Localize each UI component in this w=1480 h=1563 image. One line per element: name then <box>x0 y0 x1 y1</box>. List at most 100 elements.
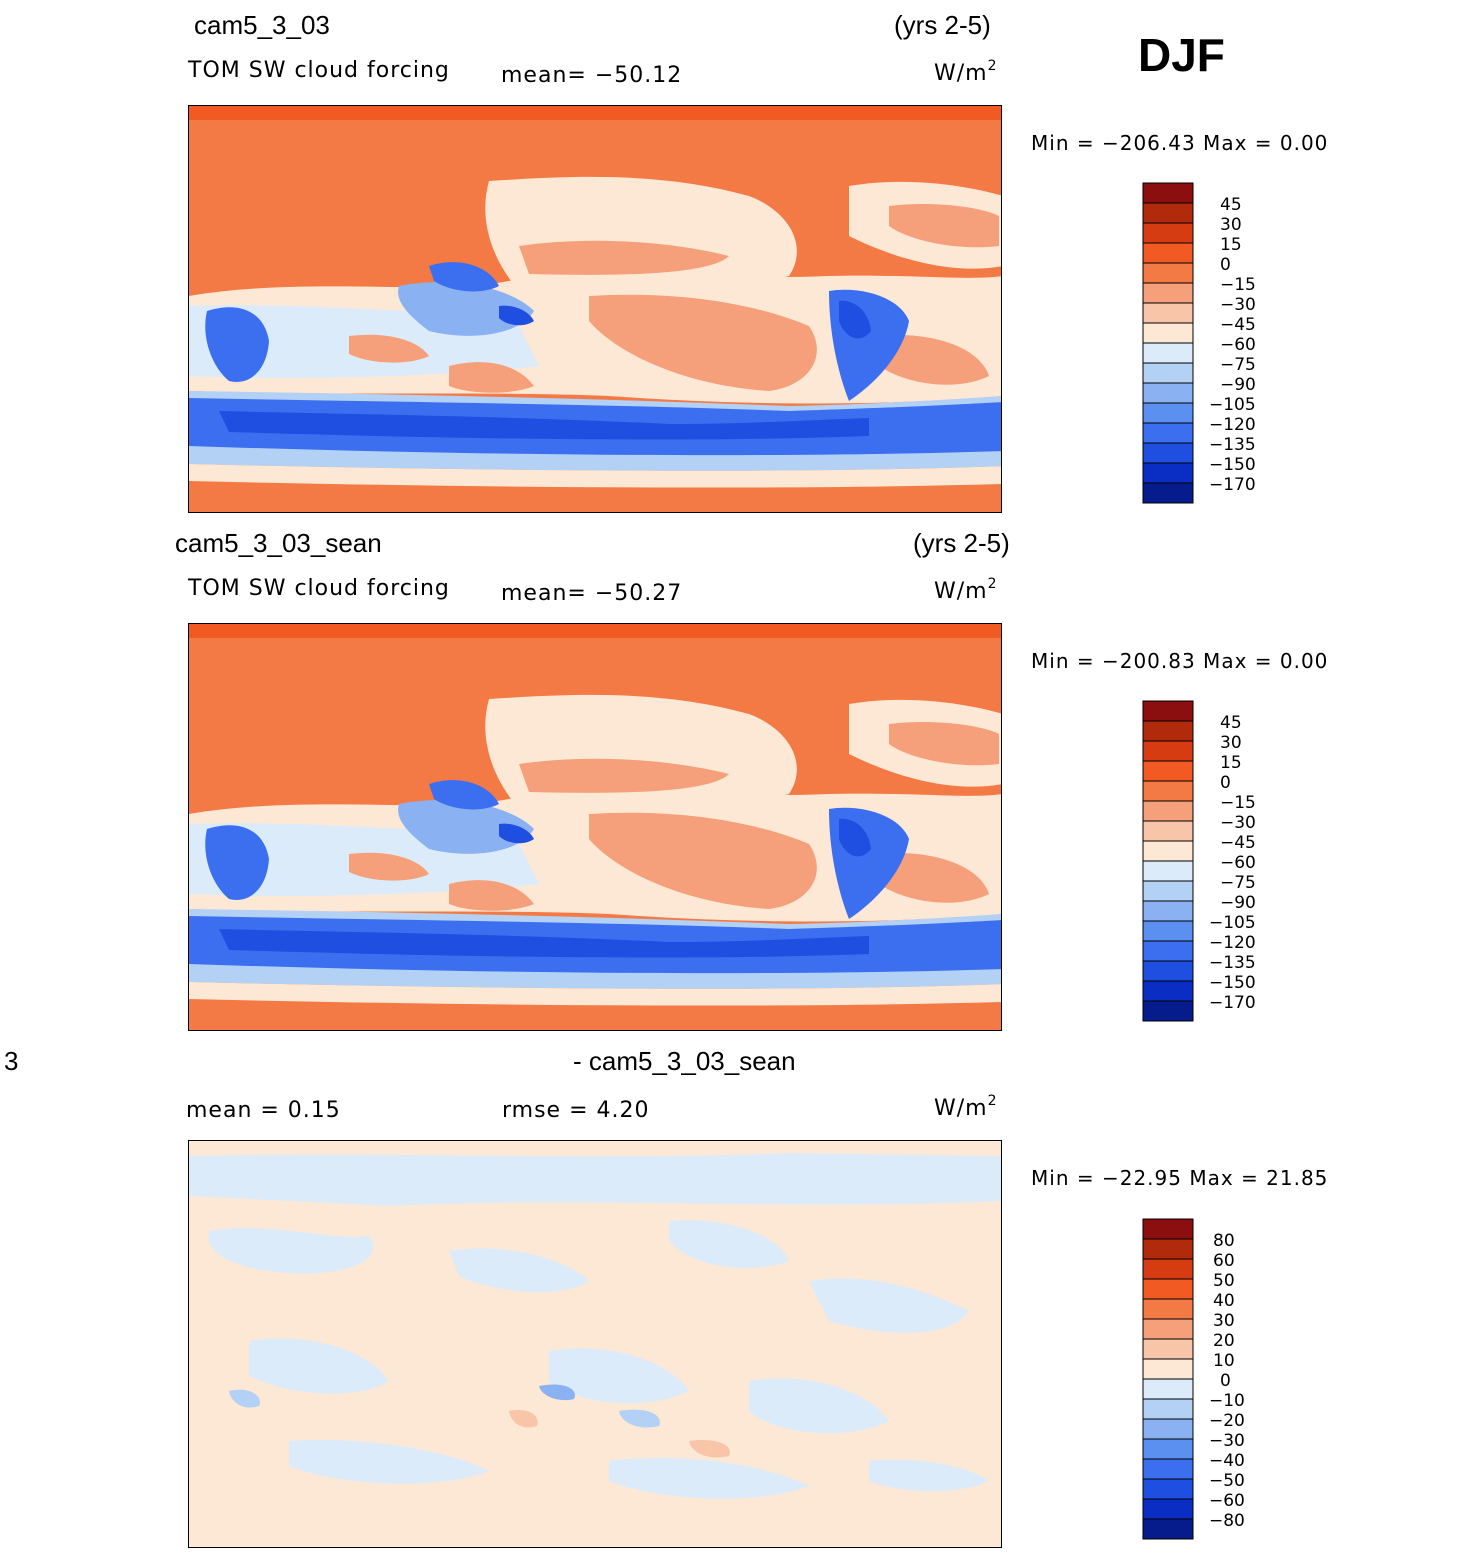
colorbar-label: 40 <box>1213 1291 1235 1311</box>
colorbar-swatch <box>1142 1398 1194 1420</box>
colorbar-swatch <box>1142 442 1194 464</box>
colorbar-label: 15 <box>1220 235 1242 255</box>
colorbar-label: −170 <box>1209 475 1256 495</box>
colorbar-label: 15 <box>1220 753 1242 773</box>
colorbar-swatch <box>1142 800 1194 822</box>
colorbar-label: −60 <box>1209 1491 1245 1511</box>
colorbar-swatches <box>1142 1218 1194 1540</box>
colorbar-label: −90 <box>1220 893 1256 913</box>
colorbar-swatch <box>1142 1000 1194 1022</box>
map-panel <box>188 105 1002 513</box>
colorbar-swatch <box>1142 1318 1194 1340</box>
colorbar-swatch <box>1142 342 1194 364</box>
colorbar-label: 10 <box>1213 1351 1235 1371</box>
colorbar-swatch <box>1142 482 1194 504</box>
mean-label: mean= −50.12 <box>501 63 683 88</box>
map-panel <box>188 1140 1002 1548</box>
colorbar-label: −105 <box>1209 395 1256 415</box>
colorbar-label: −90 <box>1220 375 1256 395</box>
min-max-label: Min = −22.95 Max = 21.85 <box>1031 1166 1329 1190</box>
colorbar-label: −15 <box>1220 793 1256 813</box>
colorbar-swatch <box>1142 1438 1194 1460</box>
colorbar-label: −105 <box>1209 913 1256 933</box>
season-label: DJF <box>1138 29 1225 81</box>
colorbar-swatch <box>1142 222 1194 244</box>
colorbar-swatch <box>1142 1418 1194 1440</box>
colorbar-swatch <box>1142 1458 1194 1480</box>
colorbar-swatch <box>1142 740 1194 762</box>
colorbar-labels: 80 60 50 40 30 20 10 0 −10 −20 −30 −40 −… <box>1209 1231 1245 1531</box>
colorbar-swatch <box>1142 700 1194 722</box>
colorbar-swatch <box>1142 1298 1194 1320</box>
colorbar-swatch <box>1142 182 1194 204</box>
colorbar-label: 0 <box>1220 1371 1231 1391</box>
colorbar-label: −135 <box>1209 953 1256 973</box>
units-label: W/m2 <box>934 58 997 86</box>
map-field <box>189 1141 1001 1547</box>
case-title: cam5_3_03_sean <box>175 528 382 558</box>
colorbar: 45 30 15 0 −15 −30 −45 −60 −75 −90 −105 … <box>1142 182 1256 504</box>
colorbar-label: −75 <box>1220 873 1256 893</box>
colorbar-label: 20 <box>1213 1331 1235 1351</box>
colorbar-swatch <box>1142 1258 1194 1280</box>
colorbar-label: −20 <box>1209 1411 1245 1431</box>
colorbar-swatch <box>1142 1238 1194 1260</box>
colorbar-label: −120 <box>1209 933 1256 953</box>
colorbar-label: −30 <box>1220 295 1256 315</box>
colorbar-label: −120 <box>1209 415 1256 435</box>
min-max-label: Min = −200.83 Max = 0.00 <box>1031 649 1329 673</box>
mean-label: mean = 0.15 <box>186 1098 341 1123</box>
colorbar-label: −135 <box>1209 435 1256 455</box>
mean-label: mean= −50.27 <box>501 581 683 606</box>
colorbar: 80 60 50 40 30 20 10 0 −10 −20 −30 −40 −… <box>1142 1218 1245 1540</box>
colorbar-label: −10 <box>1209 1391 1245 1411</box>
case-title: cam5_3_03 <box>194 10 330 40</box>
colorbar-label: −150 <box>1209 973 1256 993</box>
years-label: (yrs 2-5) <box>894 10 991 40</box>
colorbar-swatch <box>1142 840 1194 862</box>
colorbar-swatch <box>1142 960 1194 982</box>
colorbar-label: 30 <box>1213 1311 1235 1331</box>
colorbar-label: −30 <box>1209 1431 1245 1451</box>
colorbar-label: 80 <box>1213 1231 1235 1251</box>
colorbar-label: −80 <box>1209 1511 1245 1531</box>
colorbar-swatch <box>1142 880 1194 902</box>
colorbar-label: 0 <box>1220 773 1231 793</box>
colorbar-label: 45 <box>1220 713 1242 733</box>
colorbar-labels: 45 30 15 0 −15 −30 −45 −60 −75 −90 −105 … <box>1209 713 1256 1013</box>
colorbar-swatch <box>1142 282 1194 304</box>
colorbar-swatch <box>1142 1338 1194 1360</box>
colorbar-swatch <box>1142 1518 1194 1540</box>
colorbar-swatches <box>1142 700 1194 1022</box>
colorbar-swatch <box>1142 422 1194 444</box>
variable-label: TOM SW cloud forcing <box>188 576 450 601</box>
colorbar-swatch <box>1142 900 1194 922</box>
colorbar-swatch <box>1142 302 1194 324</box>
colorbar-swatch <box>1142 920 1194 942</box>
units-label: W/m2 <box>934 1093 997 1121</box>
colorbar-label: −75 <box>1220 355 1256 375</box>
rmse-label: rmse = 4.20 <box>502 1098 650 1123</box>
colorbar-swatch <box>1142 362 1194 384</box>
colorbar-swatch <box>1142 1478 1194 1500</box>
colorbar-swatch <box>1142 720 1194 742</box>
colorbar-swatch <box>1142 1378 1194 1400</box>
arctic-band <box>189 106 1001 120</box>
map-panel <box>188 623 1002 1031</box>
colorbar-swatch <box>1142 1498 1194 1520</box>
map-field <box>189 624 1001 1030</box>
colorbar-label: 60 <box>1213 1251 1235 1271</box>
years-label: (yrs 2-5) <box>913 528 1010 558</box>
case-title-fragment: 3 <box>4 1046 19 1076</box>
colorbar-swatch <box>1142 1218 1194 1240</box>
colorbar-label: −30 <box>1220 813 1256 833</box>
colorbar-label: −60 <box>1220 335 1256 355</box>
colorbar-label: −50 <box>1209 1471 1245 1491</box>
colorbar-swatch <box>1142 402 1194 424</box>
colorbar-label: −45 <box>1220 833 1256 853</box>
colorbar-swatch <box>1142 980 1194 1002</box>
colorbar-swatches <box>1142 182 1194 504</box>
colorbar-swatch <box>1142 760 1194 782</box>
colorbar-label: 50 <box>1213 1271 1235 1291</box>
colorbar-swatch <box>1142 780 1194 802</box>
